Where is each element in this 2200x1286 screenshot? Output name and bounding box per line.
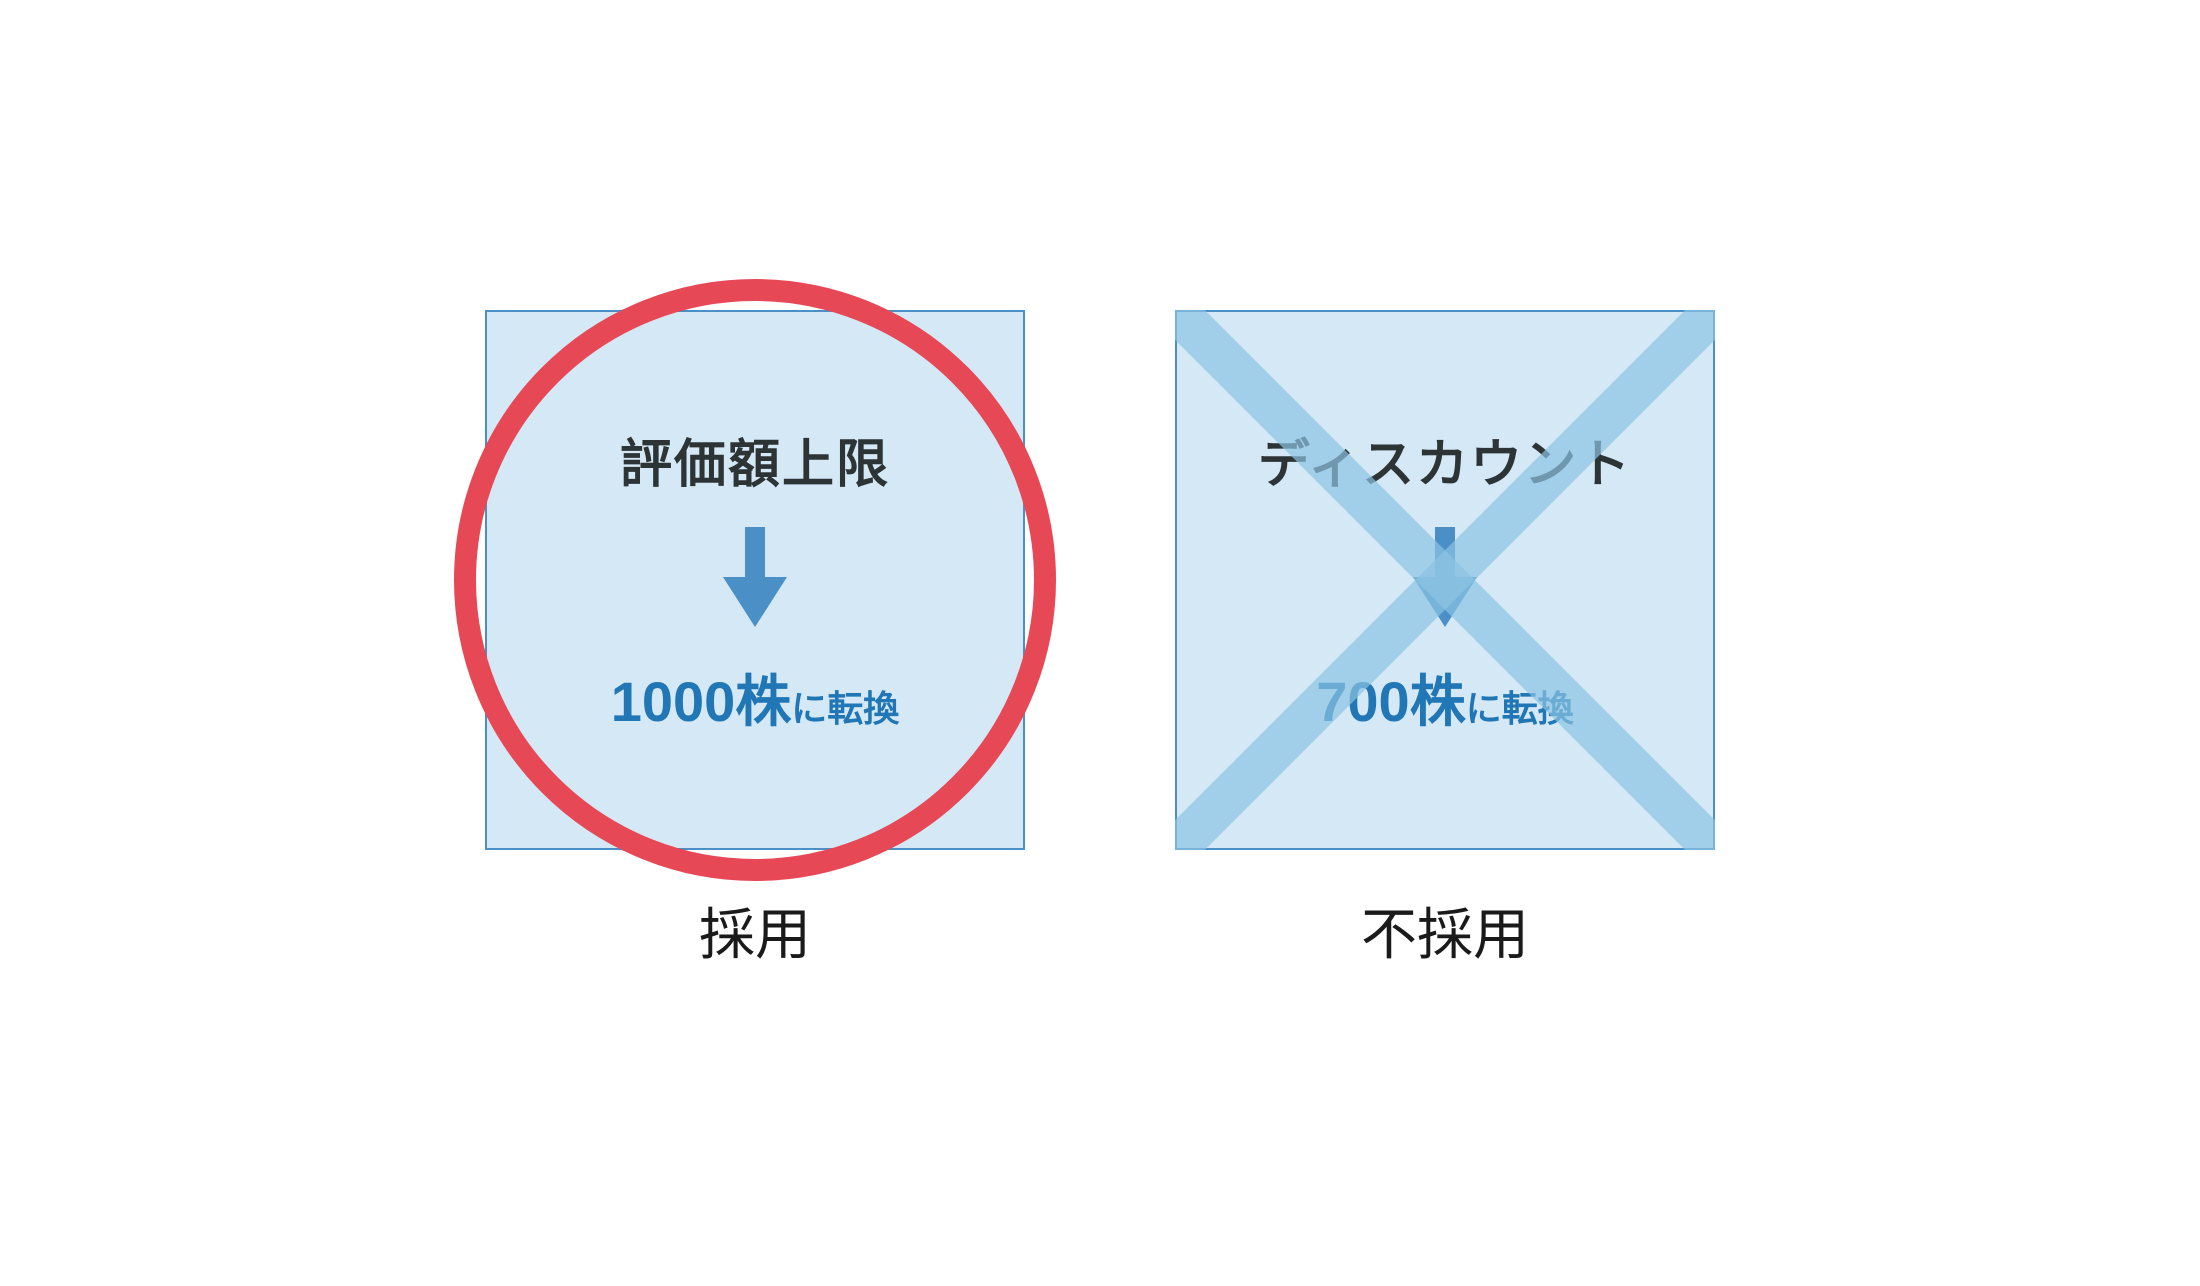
left-box-title: 評価額上限 bbox=[620, 422, 890, 497]
left-result-suffix: に転換 bbox=[791, 688, 899, 729]
left-caption: 採用 bbox=[699, 890, 811, 971]
right-box: ディスカウント 700株に転換 bbox=[1175, 310, 1715, 850]
left-box: 評価額上限 1000株に転換 bbox=[485, 310, 1025, 850]
arrow-down-icon bbox=[1413, 527, 1477, 627]
right-panel: ディスカウント 700株に転換 不採用 bbox=[1175, 310, 1715, 971]
right-box-title: ディスカウント bbox=[1258, 422, 1632, 497]
right-result-suffix: に転換 bbox=[1466, 688, 1574, 729]
left-result-count: 1000株 bbox=[611, 670, 792, 733]
left-result-text: 1000株に転換 bbox=[611, 657, 900, 738]
right-result-text: 700株に転換 bbox=[1316, 657, 1573, 738]
diagram-container: 評価額上限 1000株に転換 採用 ディスカウント bbox=[379, 250, 1822, 1036]
right-box-wrapper: ディスカウント 700株に転換 bbox=[1175, 310, 1715, 850]
arrow-down-icon bbox=[723, 527, 787, 627]
left-panel: 評価額上限 1000株に転換 採用 bbox=[485, 310, 1025, 971]
left-box-wrapper: 評価額上限 1000株に転換 bbox=[485, 310, 1025, 850]
right-result-count: 700株 bbox=[1316, 670, 1465, 733]
right-caption: 不採用 bbox=[1361, 890, 1529, 971]
